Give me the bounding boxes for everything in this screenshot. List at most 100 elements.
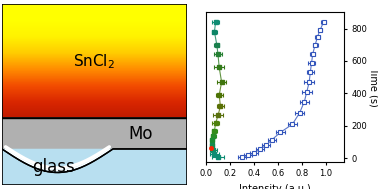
Bar [2, 72, 187, 73]
Bar [2, 109, 187, 110]
Bar [2, 11, 187, 12]
Bar [2, 10, 187, 11]
Bar [2, 48, 187, 49]
Bar [2, 21, 187, 22]
Bar [2, 62, 187, 63]
Bar [2, 77, 187, 78]
Bar [2, 4, 187, 5]
Bar [2, 7, 187, 8]
Bar [2, 50, 187, 51]
Bar [2, 53, 187, 54]
Bar [2, 18, 187, 19]
Bar [2, 94, 187, 95]
Bar [2, 99, 187, 100]
Bar [2, 85, 187, 86]
Bar [2, 31, 187, 32]
Bar [2, 77, 187, 78]
Bar [2, 74, 187, 75]
Bar [2, 113, 187, 114]
Bar [2, 92, 187, 93]
Bar [2, 25, 187, 26]
Bar [2, 91, 187, 92]
Bar [2, 107, 187, 108]
Bar [2, 19, 187, 20]
Bar [2, 50, 187, 51]
Bar [2, 34, 187, 35]
Bar [2, 71, 187, 72]
Bar [2, 76, 187, 77]
Bar [2, 79, 187, 80]
Bar [2, 53, 187, 54]
Bar [2, 106, 187, 107]
Bar [2, 9, 187, 10]
Bar [2, 45, 187, 46]
Bar [2, 34, 187, 35]
Bar [2, 58, 187, 59]
Bar [2, 41, 187, 42]
Bar [2, 92, 187, 93]
Bar [2, 89, 187, 90]
Bar [2, 56, 187, 57]
Bar [2, 81, 187, 82]
Bar [2, 71, 187, 72]
Bar [2, 96, 187, 97]
Bar [2, 37, 187, 38]
Bar [2, 82, 187, 83]
Bar [2, 22, 187, 23]
Bar [2, 98, 187, 99]
Bar [2, 65, 187, 66]
Bar [2, 13, 187, 14]
Bar [2, 100, 187, 101]
Bar [2, 38, 187, 39]
Bar [2, 109, 187, 110]
Bar [2, 44, 187, 45]
Bar [2, 93, 187, 94]
Bar [2, 88, 187, 89]
Bar [2, 115, 187, 116]
Bar [2, 25, 187, 26]
Bar [2, 17, 187, 18]
Bar [2, 95, 187, 96]
Bar [2, 28, 187, 29]
Bar [2, 82, 187, 83]
Bar [2, 44, 187, 45]
Bar [2, 108, 187, 109]
Bar [2, 112, 187, 113]
Bar [2, 52, 187, 53]
Bar [2, 87, 187, 88]
Bar [2, 73, 187, 74]
Bar [2, 4, 187, 118]
Polygon shape [2, 118, 187, 173]
Bar [2, 103, 187, 104]
Bar [2, 8, 187, 9]
Bar [2, 49, 187, 50]
Bar [2, 116, 187, 117]
Bar [2, 30, 187, 31]
Bar [2, 101, 187, 102]
Bar [2, 5, 187, 6]
Bar [2, 106, 187, 107]
Bar [2, 100, 187, 101]
Bar [2, 84, 187, 85]
Bar [2, 59, 187, 60]
Bar [2, 47, 187, 48]
Bar [2, 47, 187, 48]
Bar [2, 39, 187, 40]
Bar [2, 36, 187, 37]
Bar [2, 86, 187, 87]
Bar [2, 95, 187, 96]
Bar [2, 64, 187, 65]
Bar [2, 98, 187, 99]
Bar [2, 105, 187, 106]
Bar [2, 40, 187, 41]
Bar [2, 58, 187, 59]
Bar [2, 54, 187, 55]
Bar [2, 41, 187, 42]
Bar [2, 49, 187, 50]
Bar [2, 68, 187, 69]
Bar [2, 114, 187, 115]
Bar [2, 79, 187, 80]
Bar [2, 111, 187, 112]
Bar [2, 16, 187, 17]
Bar [2, 46, 187, 47]
